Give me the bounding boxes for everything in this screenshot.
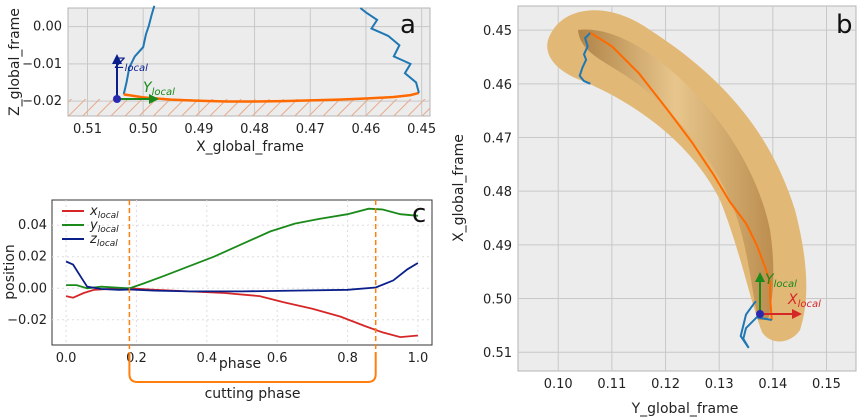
panel-b-y-local-sub: local bbox=[774, 279, 798, 290]
panel-b-ytick-label: 0.47 bbox=[483, 132, 512, 147]
legend-label-x_local: xlocal bbox=[89, 204, 119, 221]
panel-b-cutting-path bbox=[589, 31, 773, 321]
panel-b-ytick-label: 0.50 bbox=[483, 293, 512, 308]
legend-label-sub: local bbox=[98, 225, 119, 235]
panel-a-retract-path bbox=[359, 7, 420, 94]
panel-b-ytick-label: 0.45 bbox=[483, 24, 512, 39]
panel-a-ylabel: Z_global_frame bbox=[7, 8, 23, 116]
panel-b-ylabel: X_global_frame bbox=[451, 134, 467, 242]
panel-b-y-local-label: Ylocal bbox=[765, 272, 797, 290]
panel-a-trajectory bbox=[122, 5, 420, 103]
panel-a-xtick-label: 0.51 bbox=[73, 122, 102, 137]
panel-a-approach-path bbox=[122, 5, 156, 95]
panel-a-y-local-sub: local bbox=[152, 87, 176, 98]
legend-label-sub: local bbox=[98, 211, 119, 221]
cutting-phase-bracket bbox=[128, 352, 377, 383]
legend-label-y_local: ylocal bbox=[89, 218, 119, 235]
panel-a-origin-dot bbox=[113, 95, 121, 103]
panel-a-xtick-label: 0.50 bbox=[129, 122, 158, 137]
panel-c-xtick-label: 0.2 bbox=[126, 351, 147, 366]
legend-label-z_local: zlocal bbox=[89, 232, 118, 249]
panel-a-z-local-sub: local bbox=[125, 63, 149, 74]
panel-a-cutting-path bbox=[123, 91, 420, 103]
panel-a-y-local-label: Ylocal bbox=[143, 80, 175, 98]
panel-b: 0.10 0.11 0.12 0.13 0.14 0.15 0.45 0.46 0.47 0.48… bbox=[451, 5, 857, 417]
panel-c-z_local-line bbox=[65, 260, 419, 293]
panel-c: 0.0 0.2 0.4 0.6 0.8 1.00.040.020.00−0.02 xloc… bbox=[2, 199, 433, 402]
panel-a-ytick-label: −0.02 bbox=[22, 94, 62, 109]
panel-b-xtick-label: 0.10 bbox=[544, 377, 573, 392]
panel-c-xtick-label: 1.0 bbox=[408, 351, 429, 366]
panel-a-ytick-label: −0.01 bbox=[22, 57, 62, 72]
panel-b-xtick-label: 0.13 bbox=[705, 377, 734, 392]
panel-b-local-frame: Ylocal Xlocal bbox=[755, 272, 821, 319]
panel-b-banana bbox=[547, 10, 807, 342]
panel-b-retract-path bbox=[739, 300, 772, 349]
panel-a-label: a bbox=[400, 10, 416, 40]
panel-b-approach-path bbox=[578, 32, 592, 85]
panel-c-ytick-label: 0.04 bbox=[18, 218, 47, 233]
panel-a-ytick-label: 0.00 bbox=[33, 20, 62, 35]
panel-b-xtick-label: 0.14 bbox=[758, 377, 787, 392]
panel-a: 0.51 0.50 0.49 0.48 0.47 0.46 0.45 0.00 −0.01 −0.… bbox=[7, 5, 436, 155]
panel-a-xlabel: X_global_frame bbox=[196, 139, 304, 155]
panel-b-ytick-label: 0.51 bbox=[483, 346, 512, 361]
panel-a-xtick-label: 0.49 bbox=[184, 122, 213, 137]
panel-c-ylabel: position bbox=[2, 244, 18, 299]
legend-label-base: z bbox=[89, 232, 98, 247]
panel-b-ytick-label: 0.49 bbox=[483, 239, 512, 254]
panel-c-background bbox=[51, 199, 433, 346]
legend-label-base: y bbox=[89, 218, 98, 233]
panel-b-ticks: 0.10 0.11 0.12 0.13 0.14 0.15 0.45 0.46 0.47 0.48… bbox=[483, 24, 841, 392]
panel-c-series bbox=[65, 207, 419, 339]
panel-a-z-local-label: Zlocal bbox=[114, 56, 148, 74]
panel-a-xtick-label: 0.45 bbox=[407, 122, 436, 137]
legend-label-sub: local bbox=[97, 239, 118, 249]
panel-c-ytick-label: 0.00 bbox=[18, 281, 47, 296]
panel-b-xtick-label: 0.15 bbox=[812, 377, 841, 392]
panel-c-label: c bbox=[412, 199, 426, 229]
panel-c-ytick-label: 0.02 bbox=[18, 250, 47, 265]
panel-c-x_local-line bbox=[65, 287, 418, 339]
cutting-phase-label: cutting phase bbox=[205, 386, 301, 402]
panel-a-y-local-base: Y bbox=[143, 80, 153, 96]
panel-c-xtick-label: 0.0 bbox=[56, 351, 77, 366]
panel-b-x-local-sub: local bbox=[798, 299, 822, 310]
panel-b-x-local-label: Xlocal bbox=[787, 292, 821, 310]
panel-b-xlabel: Y_global_frame bbox=[631, 401, 739, 417]
panel-a-local-frame: Zlocal Ylocal bbox=[112, 54, 175, 104]
banana-cut-groove bbox=[578, 29, 774, 320]
panel-a-xtick-label: 0.46 bbox=[351, 122, 380, 137]
panel-c-xtick-label: 0.8 bbox=[337, 351, 358, 366]
panel-b-xtick-label: 0.11 bbox=[597, 377, 626, 392]
panel-b-trajectory bbox=[578, 31, 773, 349]
panel-a-xtick-label: 0.47 bbox=[296, 122, 325, 137]
panel-c-ytick-label: −0.02 bbox=[7, 313, 47, 328]
panel-a-ticks: 0.51 0.50 0.49 0.48 0.47 0.46 0.45 0.00 −0.01 −0.… bbox=[22, 20, 436, 137]
panel-b-origin-dot bbox=[756, 310, 764, 318]
panel-b-ytick-label: 0.46 bbox=[483, 78, 512, 93]
panel-b-label: b bbox=[836, 10, 853, 40]
panel-b-y-local-base: Y bbox=[765, 272, 775, 288]
panel-c-ticks: 0.0 0.2 0.4 0.6 0.8 1.0 0.04 0.02 0.00 −0.02 bbox=[7, 218, 428, 366]
panel-b-xtick-label: 0.12 bbox=[651, 377, 680, 392]
legend-label-base: x bbox=[89, 204, 98, 219]
panel-b-x-local-base: X bbox=[787, 292, 798, 308]
panel-c-xlabel: phase bbox=[219, 356, 261, 372]
panel-a-z-local-base: Z bbox=[114, 56, 125, 72]
panel-a-xtick-label: 0.48 bbox=[240, 122, 269, 137]
panel-b-ytick-label: 0.48 bbox=[483, 185, 512, 200]
panel-c-xtick-label: 0.4 bbox=[196, 351, 217, 366]
panel-c-xtick-label: 0.6 bbox=[267, 351, 288, 366]
panel-c-y_local-line bbox=[66, 207, 418, 290]
banana-body bbox=[547, 10, 807, 342]
panel-c-phase-markers bbox=[128, 200, 377, 353]
